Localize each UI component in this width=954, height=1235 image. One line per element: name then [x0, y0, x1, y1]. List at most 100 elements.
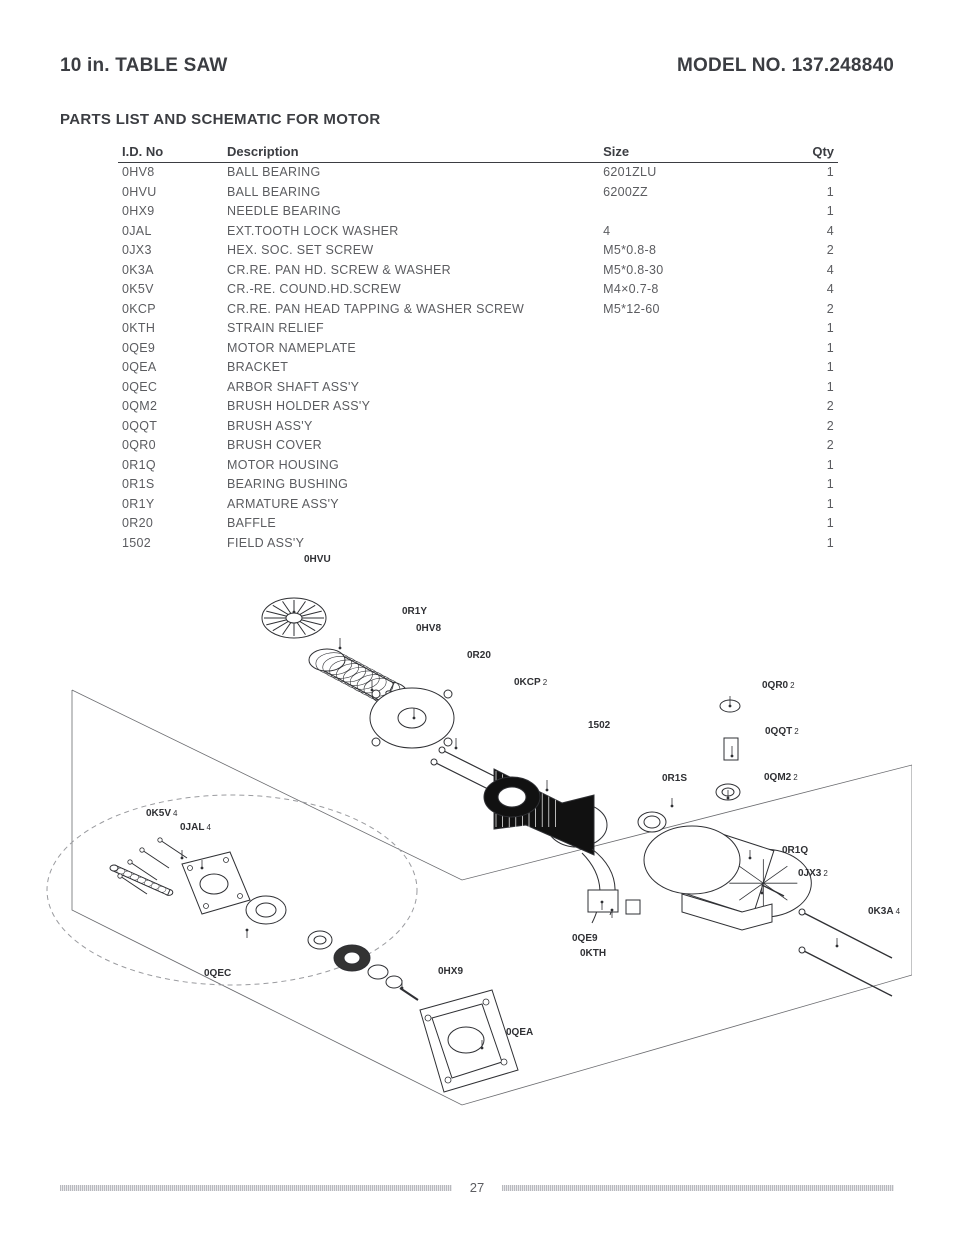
cell-desc: BAFFLE: [223, 514, 599, 534]
table-row: 0R1SBEARING BUSHING 1: [118, 475, 838, 495]
callout-0QM2: 0QM22: [764, 772, 798, 783]
table-row: 0R20BAFFLE1: [118, 514, 838, 534]
cell-qty: 4: [772, 280, 838, 300]
callout-0HV8: 0HV8: [416, 623, 441, 634]
callout-0QE9: 0QE9: [572, 933, 598, 944]
table-row: 0R1YARMATURE ASS'Y1: [118, 495, 838, 515]
parts-table: I.D. No Description Size Qty 0HV8BALL BE…: [118, 142, 838, 553]
cell-desc: ARBOR SHAFT ASS'Y: [223, 378, 599, 398]
callout-0K5V: 0K5V4: [146, 808, 177, 819]
callout-0QQT: 0QQT2: [765, 726, 799, 737]
cell-desc: CR.-RE. COUND.HD.SCREW: [223, 280, 599, 300]
table-row: 0QR0BRUSH COVER2: [118, 436, 838, 456]
page-number: 27: [452, 1180, 502, 1195]
cell-qty: 4: [772, 261, 838, 281]
cell-id: 0R1S: [118, 475, 223, 495]
cell-id: 0QEA: [118, 358, 223, 378]
cell-desc: BALL BEARING: [223, 163, 599, 183]
cell-qty: 1: [772, 495, 838, 515]
cell-desc: MOTOR HOUSING: [223, 456, 599, 476]
cell-size: [599, 456, 772, 476]
header-left: 10 in. TABLE SAW: [60, 55, 228, 77]
callout-0R20: 0R20: [467, 650, 491, 661]
table-row: 0HV8BALL BEARING6201ZLU1: [118, 163, 838, 183]
table-row: 0HVUBALL BEARING6200ZZ1: [118, 183, 838, 203]
cell-id: 0K3A: [118, 261, 223, 281]
cell-qty: 1: [772, 339, 838, 359]
cell-id: 0KTH: [118, 319, 223, 339]
section-title: PARTS LIST AND SCHEMATIC FOR MOTOR: [60, 111, 894, 128]
col-id: I.D. No: [118, 142, 223, 163]
cell-size: [599, 495, 772, 515]
cell-desc: BEARING BUSHING: [223, 475, 599, 495]
col-size: Size: [599, 142, 772, 163]
table-row: 0QE9MOTOR NAMEPLATE 1: [118, 339, 838, 359]
table-row: 0QEABRACKET 1: [118, 358, 838, 378]
callout-0JX3: 0JX32: [798, 868, 828, 879]
page-footer: 27: [60, 1180, 894, 1195]
cell-qty: 2: [772, 436, 838, 456]
cell-id: 0R1Q: [118, 456, 223, 476]
table-row: 0JALEXT.TOOTH LOCK WASHER44: [118, 222, 838, 242]
callout-0K3A: 0K3A4: [868, 906, 900, 917]
cell-size: 4: [599, 222, 772, 242]
cell-qty: 1: [772, 475, 838, 495]
cell-size: [599, 202, 772, 222]
callout-0KTH: 0KTH: [580, 948, 606, 959]
cell-desc: STRAIN RELIEF: [223, 319, 599, 339]
cell-size: [599, 475, 772, 495]
cell-qty: 4: [772, 222, 838, 242]
cell-size: [599, 436, 772, 456]
table-row: 0K3ACR.RE. PAN HD. SCREW & WASHERM5*0.8-…: [118, 261, 838, 281]
cell-id: 0KCP: [118, 300, 223, 320]
cell-id: 0QR0: [118, 436, 223, 456]
cell-id: 0QEC: [118, 378, 223, 398]
cell-id: 0R1Y: [118, 495, 223, 515]
cell-desc: NEEDLE BEARING: [223, 202, 599, 222]
footer-bar-left: [60, 1185, 452, 1191]
cell-desc: BRUSH HOLDER ASS'Y: [223, 397, 599, 417]
callout-0JAL: 0JAL4: [180, 822, 211, 833]
cell-size: [599, 378, 772, 398]
table-row: 0HX9NEEDLE BEARING1: [118, 202, 838, 222]
table-row: 0KTHSTRAIN RELIEF 1: [118, 319, 838, 339]
cell-size: M4×0.7-8: [599, 280, 772, 300]
cell-qty: 2: [772, 397, 838, 417]
cell-size: [599, 339, 772, 359]
cell-desc: MOTOR NAMEPLATE: [223, 339, 599, 359]
cell-id: 0HVU: [118, 183, 223, 203]
cell-size: [599, 514, 772, 534]
callout-0QEC: 0QEC: [204, 968, 231, 979]
cell-qty: 2: [772, 300, 838, 320]
cell-desc: EXT.TOOTH LOCK WASHER: [223, 222, 599, 242]
table-row: 0KCPCR.RE. PAN HEAD TAPPING & WASHER SCR…: [118, 300, 838, 320]
table-row: 0K5VCR.-RE. COUND.HD.SCREWM4×0.7-84: [118, 280, 838, 300]
cell-id: 0QE9: [118, 339, 223, 359]
cell-qty: 1: [772, 378, 838, 398]
table-row: 0JX3HEX. SOC. SET SCREWM5*0.8-82: [118, 241, 838, 261]
table-row: 0QECARBOR SHAFT ASS'Y 1: [118, 378, 838, 398]
cell-qty: 1: [772, 456, 838, 476]
cell-qty: 1: [772, 358, 838, 378]
cell-qty: 2: [772, 417, 838, 437]
cell-desc: CR.RE. PAN HD. SCREW & WASHER: [223, 261, 599, 281]
table-row: 0QM2BRUSH HOLDER ASS'Y2: [118, 397, 838, 417]
callout-0R1S: 0R1S: [662, 773, 687, 784]
cell-size: [599, 417, 772, 437]
cell-id: 0K5V: [118, 280, 223, 300]
table-row: 0R1QMOTOR HOUSING 1: [118, 456, 838, 476]
cell-qty: 1: [772, 514, 838, 534]
cell-size: M5*0.8-30: [599, 261, 772, 281]
cell-desc: HEX. SOC. SET SCREW: [223, 241, 599, 261]
cell-desc: BRUSH ASS'Y: [223, 417, 599, 437]
cell-id: 0JAL: [118, 222, 223, 242]
callout-1502: 1502: [588, 720, 610, 731]
footer-bar-right: [502, 1185, 894, 1191]
callout-0R1Y: 0R1Y: [402, 606, 427, 617]
col-desc: Description: [223, 142, 599, 163]
cell-qty: 1: [772, 319, 838, 339]
cell-id: 0HX9: [118, 202, 223, 222]
cell-desc: BALL BEARING: [223, 183, 599, 203]
cell-desc: BRACKET: [223, 358, 599, 378]
cell-size: [599, 358, 772, 378]
